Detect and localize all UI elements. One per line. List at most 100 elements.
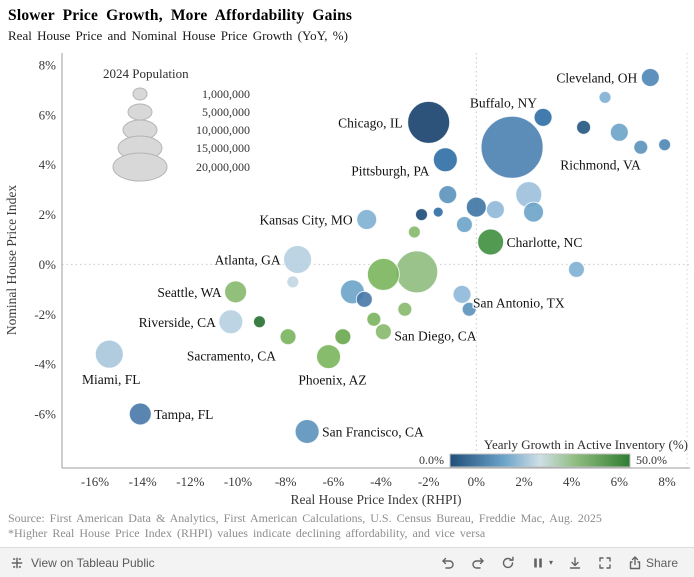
size-legend-circle — [127, 103, 153, 121]
source-block: Source: First American Data & Analytics,… — [8, 511, 686, 540]
bubble[interactable] — [355, 290, 373, 308]
bubble-phoenix-az[interactable] — [316, 344, 342, 370]
undo-icon — [442, 557, 454, 569]
city-label: Phoenix, AZ — [298, 373, 366, 388]
color-legend-max-label: 50.0% — [636, 453, 667, 467]
y-axis-title: Nominal House Price Index — [4, 185, 19, 336]
share-icon — [629, 555, 641, 569]
x-tick-label: 2% — [515, 474, 533, 489]
y-tick-label: 6% — [39, 107, 57, 122]
bubble[interactable] — [415, 208, 429, 222]
bubble-san-francisco-ca[interactable] — [294, 418, 320, 444]
download-button[interactable] — [561, 553, 589, 573]
bubble[interactable] — [598, 90, 612, 104]
bubble[interactable] — [480, 115, 544, 179]
toolbar-actions: ▾ Share — [434, 553, 684, 573]
x-tick-label: -8% — [275, 474, 297, 489]
bubble[interactable] — [286, 275, 300, 289]
city-label: Pittsburgh, PA — [351, 164, 429, 179]
replay-button[interactable] — [494, 553, 522, 573]
redo-button[interactable] — [464, 553, 492, 573]
bubble[interactable] — [576, 119, 592, 135]
bubble[interactable] — [395, 250, 439, 294]
x-tick-label: -16% — [81, 474, 109, 489]
bubble[interactable] — [366, 311, 382, 327]
size-legend-label: 20,000,000 — [196, 160, 250, 174]
chevron-down-icon: ▾ — [548, 558, 553, 567]
x-tick-label: -12% — [176, 474, 204, 489]
bubble[interactable] — [658, 138, 672, 152]
bubble-buffalo-ny[interactable] — [533, 107, 553, 127]
city-label: Charlotte, NC — [507, 235, 583, 250]
y-tick-label: 4% — [39, 157, 57, 172]
bubble[interactable] — [438, 185, 458, 205]
fullscreen-icon — [599, 556, 611, 569]
bubble-kansas-city-mo[interactable] — [356, 209, 378, 231]
color-legend-title: Yearly Growth in Active Inventory (%) — [484, 437, 688, 452]
bubble-san-diego-ca[interactable] — [374, 323, 392, 341]
y-tick-label: -6% — [34, 407, 56, 422]
bubble-charlotte-nc[interactable] — [477, 228, 505, 256]
y-tick-label: 0% — [39, 257, 57, 272]
pause-button[interactable]: ▾ — [524, 553, 559, 573]
chart-header: Slower Price Growth, More Affordability … — [0, 0, 694, 44]
city-label: Kansas City, MO — [259, 213, 352, 228]
bubble[interactable] — [567, 260, 585, 278]
bubble[interactable] — [523, 201, 545, 223]
color-legend-min-label: 0.0% — [419, 453, 444, 467]
x-tick-label: -10% — [224, 474, 252, 489]
size-legend-label: 5,000,000 — [202, 105, 250, 119]
city-label: Sacramento, CA — [187, 349, 276, 364]
undo-button[interactable] — [434, 553, 462, 573]
replay-icon — [502, 556, 514, 568]
bubble-richmond-va[interactable] — [633, 139, 649, 155]
fullscreen-button[interactable] — [591, 553, 619, 573]
y-tick-label: 8% — [39, 58, 57, 73]
bubble[interactable] — [366, 257, 400, 291]
bubble-cleveland-oh[interactable] — [640, 67, 660, 87]
view-on-tableau-label: View on Tableau Public — [31, 555, 155, 570]
city-label: Richmond, VA — [560, 157, 641, 172]
city-label: Buffalo, NY — [470, 95, 537, 110]
bubble-pittsburgh-pa[interactable] — [432, 147, 458, 173]
size-legend-circle — [132, 87, 148, 101]
x-tick-label: 8% — [658, 474, 676, 489]
bubble[interactable] — [334, 328, 352, 346]
x-tick-label: -2% — [418, 474, 440, 489]
page-title: Slower Price Growth, More Affordability … — [8, 7, 353, 24]
bubble[interactable] — [407, 225, 421, 239]
city-label: Seattle, WA — [157, 285, 221, 300]
city-label: Miami, FL — [82, 372, 141, 387]
bubble[interactable] — [485, 200, 505, 220]
bubble[interactable] — [465, 196, 487, 218]
city-label: Riverside, CA — [139, 315, 216, 330]
city-label: San Francisco, CA — [322, 424, 424, 439]
x-tick-label: 6% — [611, 474, 629, 489]
x-axis-title: Real House Price Index (RHPI) — [291, 492, 462, 507]
bubble-sacramento-ca[interactable] — [279, 328, 297, 346]
bubble-chicago-il[interactable] — [407, 100, 451, 144]
x-tick-label: -4% — [370, 474, 392, 489]
bubble[interactable] — [455, 216, 473, 234]
y-tick-label: -4% — [34, 357, 56, 372]
share-button[interactable]: Share — [621, 553, 684, 573]
size-legend-label: 10,000,000 — [196, 123, 250, 137]
bubble-tampa-fl[interactable] — [128, 402, 152, 426]
share-label: Share — [645, 555, 678, 570]
bubble-san-antonio-tx[interactable] — [452, 284, 472, 304]
view-on-tableau-link[interactable]: View on Tableau Public — [10, 556, 155, 570]
bubble[interactable] — [609, 122, 629, 142]
size-legend-circle — [112, 152, 168, 182]
bubble[interactable] — [432, 206, 444, 218]
bubble-atlanta-ga[interactable] — [283, 244, 313, 274]
tableau-toolbar: View on Tableau Public — [0, 547, 694, 577]
bubble-seattle-wa[interactable] — [224, 280, 248, 304]
bubble[interactable] — [252, 315, 266, 329]
bubble-riverside-ca[interactable] — [218, 309, 244, 335]
size-legend-label: 15,000,000 — [196, 141, 250, 155]
size-legend-label: 1,000,000 — [202, 87, 250, 101]
bubble-miami-fl[interactable] — [94, 339, 124, 369]
bubble[interactable] — [397, 301, 413, 317]
bubble[interactable] — [461, 301, 477, 317]
